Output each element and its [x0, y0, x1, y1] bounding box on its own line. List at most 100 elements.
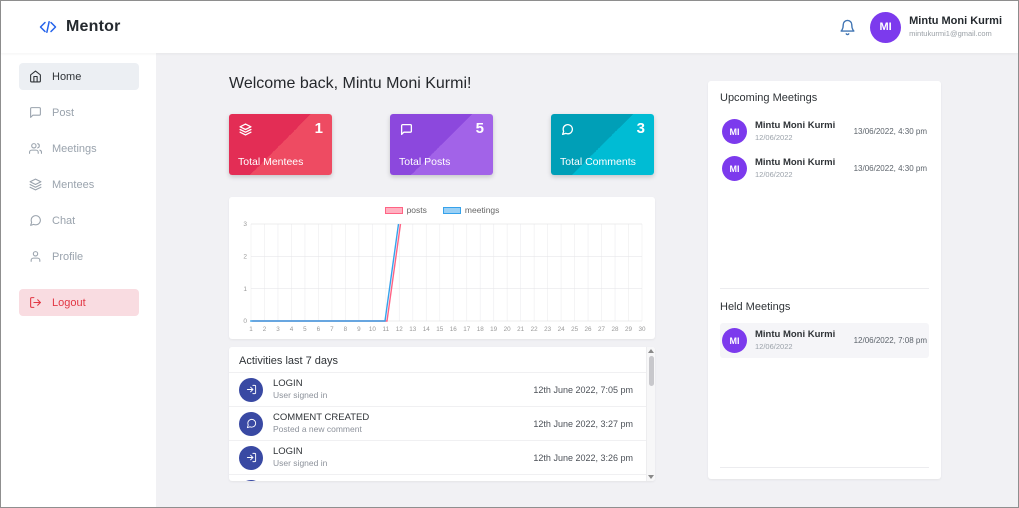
- activity-subtitle: User signed in: [273, 458, 328, 469]
- legend-posts[interactable]: posts: [384, 205, 427, 215]
- user-email: mintukurmi1@gmail.com: [909, 29, 992, 39]
- legend-swatch: [384, 206, 403, 214]
- svg-text:29: 29: [625, 326, 633, 333]
- sidebar-item-home[interactable]: Home: [19, 63, 139, 90]
- chart-legend: posts meetings: [237, 204, 647, 216]
- activity-time: 12th June 2022, 3:26 pm: [533, 452, 633, 463]
- user-avatar[interactable]: MI: [870, 11, 902, 43]
- meeting-avatar: MI: [722, 328, 747, 353]
- logout-icon: [29, 296, 42, 309]
- chat-icon: [29, 214, 42, 227]
- line-chart: 1 2 3 4 5 6 7 8 9 10 11 12 13 14 15 16 17 18 19 20 21 22 23 24 2…: [243, 221, 646, 333]
- activity-row: LOGIN User signed in 12th June 2022, 3:2…: [229, 440, 655, 474]
- svg-text:1: 1: [249, 326, 253, 333]
- sidebar-item-mentees[interactable]: Mentees: [19, 171, 139, 198]
- svg-text:6: 6: [317, 326, 321, 333]
- legend-label: meetings: [464, 205, 500, 215]
- upcoming-meetings-title: Upcoming Meetings: [720, 92, 818, 104]
- activities-scrollbar[interactable]: [646, 347, 655, 481]
- sidebar-item-logout[interactable]: Logout: [19, 289, 139, 316]
- held-meetings-title: Held Meetings: [720, 301, 791, 313]
- sidebar-item-profile[interactable]: Profile: [19, 243, 139, 270]
- scroll-down-icon[interactable]: [648, 475, 654, 479]
- login-icon: [239, 377, 263, 402]
- sidebar-item-label: Profile: [52, 250, 84, 263]
- comment-icon: [239, 411, 263, 436]
- activity-title: LOGIN: [273, 377, 303, 389]
- svg-text:5: 5: [303, 326, 307, 333]
- stat-label: Total Posts: [399, 156, 451, 168]
- svg-text:12: 12: [396, 326, 404, 333]
- svg-text:7: 7: [330, 326, 334, 333]
- svg-text:22: 22: [531, 326, 539, 333]
- svg-text:28: 28: [612, 326, 620, 333]
- message-circle-icon: [561, 123, 574, 136]
- svg-text:18: 18: [477, 326, 485, 333]
- meeting-avatar: MI: [722, 156, 747, 181]
- sidebar-item-label: Chat: [52, 214, 76, 227]
- held-meeting-row[interactable]: MI Mintu Moni Kurmi 12/06/2022 12/06/202…: [720, 323, 929, 358]
- user-name: Mintu Moni Kurmi: [909, 15, 1002, 28]
- sidebar-item-post[interactable]: Post: [19, 99, 139, 126]
- meeting-name: Mintu Moni Kurmi: [755, 157, 836, 169]
- svg-text:23: 23: [544, 326, 552, 333]
- svg-text:24: 24: [558, 326, 566, 333]
- activity-time: 12th June 2022, 3:27 pm: [533, 418, 633, 429]
- app-name: Mentor: [66, 18, 121, 35]
- legend-label: posts: [406, 205, 427, 215]
- activities-card: Activities last 7 days LOGIN User signed…: [229, 347, 655, 481]
- users-icon: [29, 142, 42, 155]
- meeting-name: Mintu Moni Kurmi: [755, 329, 836, 341]
- activity-subtitle: Posted a new comment: [273, 424, 362, 435]
- svg-text:25: 25: [571, 326, 579, 333]
- svg-text:30: 30: [638, 326, 646, 333]
- activity-main: COMMENT CREATED Posted a new comment: [273, 412, 523, 435]
- stats-row: 1 Total Mentees 5 Total Posts 3 Total Co…: [229, 114, 654, 175]
- upcoming-meeting-row[interactable]: MI Mintu Moni Kurmi 12/06/2022 13/06/202…: [720, 151, 929, 186]
- legend-swatch: [442, 206, 461, 214]
- sidebar-item-label: Post: [52, 106, 75, 119]
- sidebar-item-chat[interactable]: Chat: [19, 207, 139, 234]
- layers-icon: [29, 178, 42, 191]
- stat-value: 3: [636, 120, 645, 137]
- svg-text:11: 11: [383, 326, 390, 333]
- svg-text:3: 3: [276, 326, 280, 333]
- scrollbar-thumb[interactable]: [648, 356, 654, 386]
- code-icon: [39, 18, 57, 36]
- sidebar-item-label: Home: [52, 70, 82, 83]
- welcome-heading: Welcome back, Mintu Moni Kurmi!: [229, 75, 472, 92]
- meeting-avatar: MI: [722, 119, 747, 144]
- section-divider: [720, 467, 929, 468]
- upcoming-meeting-row[interactable]: MI Mintu Moni Kurmi 12/06/2022 13/06/202…: [720, 114, 929, 149]
- message-square-icon: [29, 106, 42, 119]
- section-divider: [720, 288, 929, 289]
- svg-text:1: 1: [243, 286, 247, 293]
- activity-subtitle: User signed in: [273, 390, 328, 401]
- notifications-bell-icon[interactable]: [839, 19, 856, 36]
- activity-row: LOGIN User signed in 12th June 2022, 7:0…: [229, 372, 655, 406]
- app-logo: Mentor: [39, 18, 121, 36]
- svg-text:9: 9: [357, 326, 361, 333]
- scroll-up-icon[interactable]: [648, 349, 654, 353]
- meeting-date: 12/06/2022: [755, 132, 793, 142]
- activities-title: Activities last 7 days: [239, 355, 339, 367]
- svg-text:20: 20: [504, 326, 512, 333]
- stat-value: 1: [314, 120, 323, 137]
- svg-text:16: 16: [450, 326, 458, 333]
- svg-text:0: 0: [243, 318, 247, 325]
- user-menu[interactable]: MI Mintu Moni Kurmi mintukurmi1@gmail.co…: [870, 11, 1002, 43]
- meeting-when: 13/06/2022, 4:30 pm: [853, 127, 927, 136]
- svg-text:3: 3: [243, 221, 247, 228]
- meeting-info: Mintu Moni Kurmi 12/06/2022: [755, 329, 846, 352]
- activity-row: POST CREATED: [229, 474, 655, 481]
- sidebar-item-meetings[interactable]: Meetings: [19, 135, 139, 162]
- legend-meetings[interactable]: meetings: [442, 205, 500, 215]
- sidebar-item-label: Logout: [52, 296, 86, 309]
- stat-card-total-mentees: 1 Total Mentees: [229, 114, 332, 175]
- activity-title: LOGIN: [273, 445, 303, 457]
- user-meta: Mintu Moni Kurmi mintukurmi1@gmail.com: [909, 15, 1002, 38]
- sidebar-item-label: Meetings: [52, 142, 97, 155]
- stat-label: Total Comments: [560, 156, 636, 168]
- post-icon: [239, 479, 263, 481]
- login-icon: [239, 445, 263, 470]
